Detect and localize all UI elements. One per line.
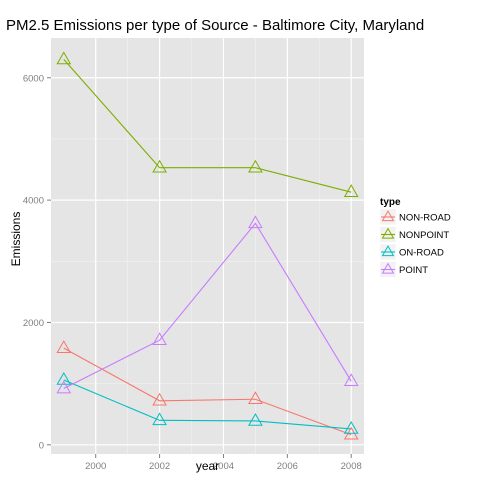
legend-key-marker (381, 210, 395, 222)
series-line-point (63, 222, 352, 390)
series-lines (63, 59, 352, 436)
series-line-on-road (63, 379, 352, 430)
legend-item-on-road: ON-ROAD (379, 243, 444, 261)
data-point-nonpoint (56, 51, 72, 65)
x-tick-label: 2006 (277, 461, 298, 472)
legend-label: NONPOINT (399, 230, 449, 241)
y-tick-label: 6000 (23, 73, 44, 84)
legend-key-marker (381, 227, 395, 239)
y-tick-label: 2000 (23, 318, 44, 329)
legend-item-non-road: NON-ROAD (379, 208, 451, 226)
y-tick-label: 4000 (23, 196, 44, 207)
series-points (56, 51, 359, 440)
x-axis: 2000 2002 2004 2006 2008 (85, 454, 362, 472)
data-point-point (152, 332, 167, 345)
data-point-nonpoint (343, 184, 359, 197)
data-point-on-road (152, 412, 167, 426)
data-point-non-road (152, 392, 167, 406)
series-line-nonpoint (63, 59, 352, 193)
data-point-non-road (248, 391, 263, 405)
x-tick-label: 2008 (341, 461, 362, 472)
legend-label: NON-ROAD (399, 213, 451, 224)
legend-label: ON-ROAD (399, 248, 444, 259)
data-point-non-road (56, 340, 72, 353)
legend-key-marker (381, 245, 395, 257)
data-point-point (56, 380, 72, 394)
data-point-nonpoint (152, 159, 167, 173)
legend-items: NON-ROAD NONPOINT ON-ROAD POINT (379, 208, 451, 278)
minor-gridlines (51, 38, 364, 454)
data-point-on-road (343, 420, 359, 434)
y-axis-label: Emissions (9, 212, 23, 267)
data-point-point (248, 215, 263, 229)
data-point-point (343, 373, 359, 386)
plot-panel (51, 38, 364, 454)
x-tick-label: 2004 (213, 461, 234, 472)
legend-label: POINT (399, 265, 428, 276)
legend-item-nonpoint: NONPOINT (379, 226, 449, 243)
major-gridlines (51, 38, 364, 454)
series-line-non-road (63, 347, 352, 436)
legend-item-point: POINT (379, 261, 428, 278)
x-axis-label: year (196, 459, 219, 473)
x-tick-label: 2002 (149, 461, 170, 472)
x-tick-label: 2000 (85, 461, 106, 472)
y-tick-label: 0 (39, 440, 44, 451)
data-point-on-road (56, 371, 72, 385)
legend: type NON-ROAD NONPOINT ON-ROAD POINT (379, 197, 451, 278)
legend-key-marker (381, 262, 395, 274)
y-axis: 0 2000 4000 6000 (23, 73, 51, 451)
data-point-on-road (248, 412, 263, 426)
data-point-nonpoint (248, 159, 263, 173)
legend-title: type (380, 197, 401, 208)
chart-title: PM2.5 Emissions per type of Source - Bal… (6, 17, 424, 34)
